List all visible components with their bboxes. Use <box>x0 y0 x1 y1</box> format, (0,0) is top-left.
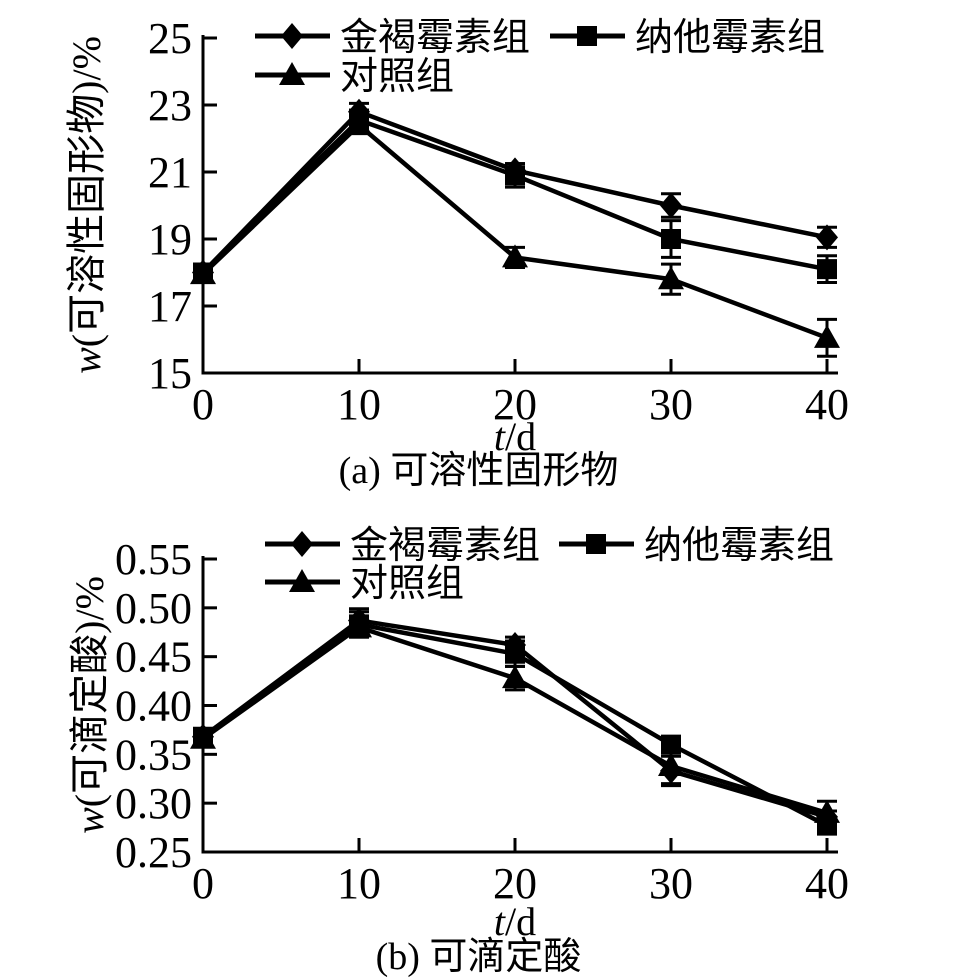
triangle-marker <box>814 799 840 823</box>
legend-square-icon <box>586 534 606 554</box>
triangle-marker <box>190 725 216 749</box>
axis-frame <box>201 556 838 854</box>
triangle-marker <box>814 324 840 348</box>
square-marker <box>661 734 681 755</box>
chart-a-soluble-solids: 15 17 19 21 23 25 0 10 20 30 40 w(可溶性固形物)/% t/d 金褐霉素组… <box>64 14 849 459</box>
legend-label: 金褐霉素组 <box>340 17 530 59</box>
triangle-marker <box>346 112 372 136</box>
y-tick-label: 0.30 <box>115 779 192 828</box>
y-tick-label: 0.50 <box>115 584 192 633</box>
legend-diamond-icon <box>291 531 313 557</box>
y-tick-label: 0.45 <box>115 633 192 682</box>
legend-label: 对照组 <box>350 563 464 605</box>
y-tick-label: 0.35 <box>115 730 192 779</box>
legend-item-0: 金褐霉素组 <box>255 17 530 59</box>
legend-square-icon <box>577 26 597 46</box>
chart-b-caption: (b) 可滴定酸 <box>375 936 582 978</box>
x-axis-title: t/d <box>494 899 536 944</box>
y-axis-title: w(可滴定酸)/% <box>67 576 112 834</box>
triangle-marker <box>502 665 528 689</box>
chart-a-caption: (a) 可溶性固形物 <box>338 450 619 492</box>
triangle-marker <box>658 753 684 777</box>
x-tick-label: 10 <box>337 859 381 908</box>
legend-triangle-icon <box>279 62 305 85</box>
legend-item-2: 对照组 <box>255 56 454 98</box>
x-tick-label: 30 <box>649 859 693 908</box>
legend-item-1: 纳他霉素组 <box>550 17 825 59</box>
x-tick-label: 40 <box>805 859 849 908</box>
chart-a-svg: 15 17 19 21 23 25 0 10 20 30 40 w(可溶性固形物)/% t/d 金褐霉素组… <box>64 14 849 459</box>
triangle-marker <box>658 266 684 290</box>
legend-diamond-icon <box>281 23 303 49</box>
y-tick-label: 21 <box>148 148 192 197</box>
legend-label: 纳他霉素组 <box>635 17 825 59</box>
square-marker <box>505 643 525 664</box>
triangle-marker <box>346 614 372 638</box>
x-tick-label: 20 <box>493 859 537 908</box>
x-tick-label: 30 <box>649 380 693 429</box>
x-tick-label: 0 <box>192 859 214 908</box>
y-axis-title: w(可溶性固形物)/% <box>64 36 109 374</box>
x-tick-label: 40 <box>805 380 849 429</box>
chart-b-svg: 0.250.300.350.400.450.500.55 0 10 20 30 40 w(可… <box>67 525 849 944</box>
legend-label: 纳他霉素组 <box>644 525 834 567</box>
square-marker <box>661 229 681 249</box>
legend-label: 金褐霉素组 <box>350 525 540 567</box>
y-tick-label: 23 <box>148 81 192 130</box>
diamond-marker <box>816 224 838 251</box>
triangle-marker <box>502 244 528 268</box>
legend-triangle-icon <box>289 569 315 592</box>
legend-item-2: 对照组 <box>265 563 464 605</box>
x-tick-label: 20 <box>493 380 537 429</box>
series-line-2 <box>201 122 828 340</box>
y-tick-label: 0.25 <box>115 828 192 877</box>
y-tick-label: 25 <box>148 14 192 63</box>
y-tick-label: 0.40 <box>115 682 192 731</box>
legend-item-1: 纳他霉素组 <box>559 525 834 567</box>
y-tick-label: 19 <box>148 215 192 264</box>
axis-frame <box>201 35 838 375</box>
y-tick-label: 0.55 <box>115 535 192 584</box>
x-tick-label: 0 <box>192 380 214 429</box>
square-marker <box>505 165 525 186</box>
x-axis-title: t/d <box>494 414 536 459</box>
y-tick-label: 17 <box>148 282 192 331</box>
diamond-marker <box>660 192 682 219</box>
legend-item-0: 金褐霉素组 <box>265 525 540 567</box>
square-marker <box>817 259 837 280</box>
y-tick-label: 15 <box>148 349 192 398</box>
triangle-marker <box>190 261 216 285</box>
chart-b-titratable-acid: 0.25 0.30 0.35 0.40 0.45 0.50 0.55 0 10 20 30 40 w(可… <box>0 490 957 979</box>
legend-label: 对照组 <box>340 56 454 98</box>
x-tick-label: 10 <box>337 380 381 429</box>
